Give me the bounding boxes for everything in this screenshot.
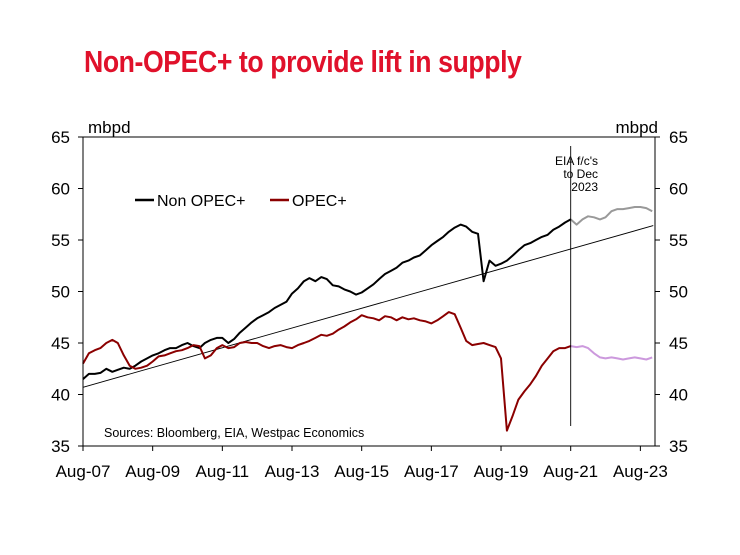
y-tick-label-right: 50 (669, 283, 688, 302)
series-line-non-opec (82, 218, 572, 380)
y-tick-label-right: 35 (669, 437, 688, 456)
y-tick-label-left: 55 (51, 231, 70, 250)
x-tick-label: Aug-19 (474, 462, 529, 481)
x-tick-label: Aug-09 (125, 462, 180, 481)
y-tick-label-right: 65 (669, 128, 688, 147)
forecast-annotation: EIA f/c's to Dec 2023 (555, 154, 598, 194)
y-tick-label-left: 60 (51, 180, 70, 199)
y-tick-label-right: 60 (669, 180, 688, 199)
plot-frame (82, 136, 656, 447)
legend: Non OPEC+ OPEC+ (135, 193, 347, 210)
x-tick-label: Aug-11 (196, 462, 250, 481)
legend-label-non-opec: Non OPEC+ (157, 193, 245, 210)
y-tick-label-left: 45 (51, 334, 70, 353)
x-tick-label: Aug-15 (334, 462, 389, 481)
y-tick-label-left: 40 (51, 386, 70, 405)
series-line-opec-forecast (570, 345, 653, 361)
x-tick-label: Aug-23 (613, 462, 668, 481)
trend-line (82, 225, 654, 388)
series-line-opec (82, 311, 572, 432)
y-tick-label-left: 50 (51, 283, 70, 302)
x-tick-label: Aug-21 (543, 462, 598, 481)
y-tick-label-right: 55 (669, 231, 688, 250)
chart-title: Non-OPEC+ to provide lift in supply (84, 44, 522, 79)
source-note: Sources: Bloomberg, EIA, Westpac Economi… (104, 426, 364, 440)
legend-label-opec: OPEC+ (292, 193, 347, 210)
y-tick-label-left: 35 (51, 437, 70, 456)
y-tick-label-right: 40 (669, 386, 688, 405)
x-tick-label: Aug-13 (265, 462, 320, 481)
y-tick-label-left: 65 (51, 128, 70, 147)
x-tick-label: Aug-17 (404, 462, 459, 481)
series-line-non-opec-forecast (570, 206, 653, 226)
x-tick-label: Aug-07 (56, 462, 111, 481)
y-unit-left: mbpd (88, 118, 131, 137)
y-unit-right: mbpd (615, 118, 658, 137)
y-tick-label-right: 45 (669, 334, 688, 353)
